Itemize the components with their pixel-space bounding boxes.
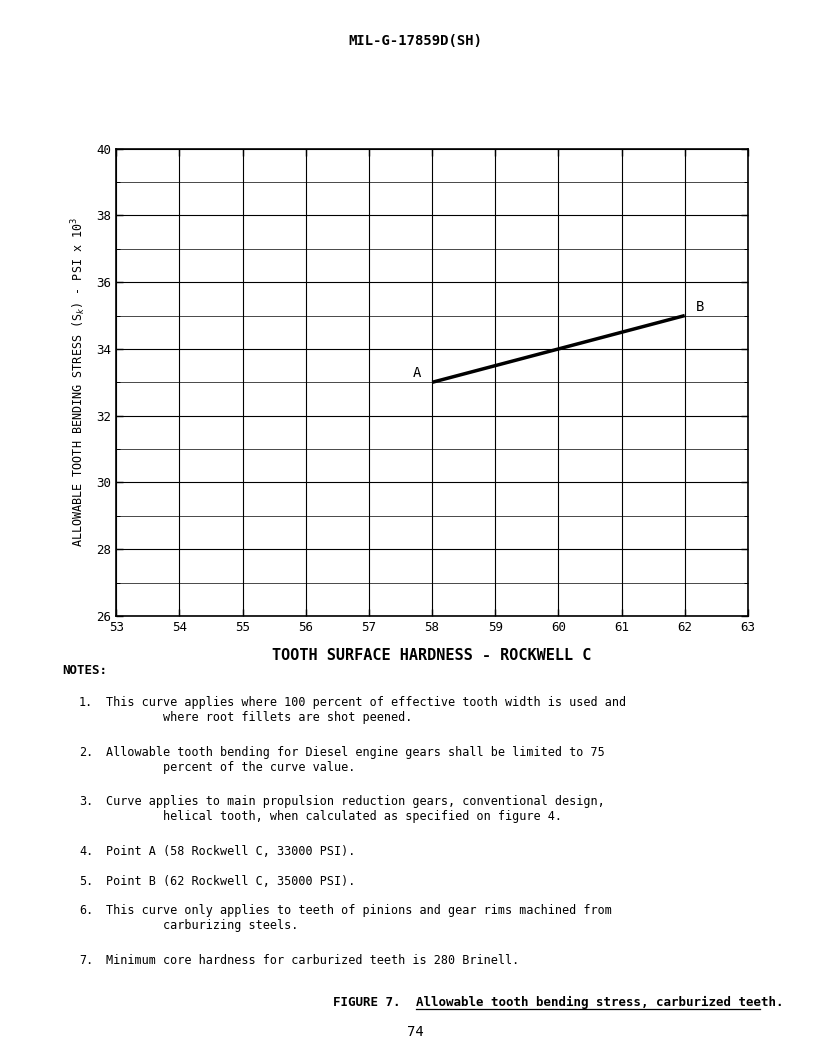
Text: A: A <box>412 365 420 379</box>
Text: This curve applies where 100 percent of effective tooth width is used and
      : This curve applies where 100 percent of … <box>106 696 627 723</box>
Text: B: B <box>696 299 705 314</box>
Text: FIGURE 7.: FIGURE 7. <box>333 996 416 1009</box>
Text: This curve only applies to teeth of pinions and gear rims machined from
        : This curve only applies to teeth of pini… <box>106 904 612 931</box>
Text: Point B (62 Rockwell C, 35000 PSI).: Point B (62 Rockwell C, 35000 PSI). <box>106 875 356 888</box>
Text: 7.: 7. <box>79 954 93 966</box>
Text: Allowable tooth bending stress, carburized teeth.: Allowable tooth bending stress, carburiz… <box>416 996 783 1009</box>
Text: 74: 74 <box>407 1025 424 1039</box>
Text: 4.: 4. <box>79 845 93 858</box>
X-axis label: TOOTH SURFACE HARDNESS - ROCKWELL C: TOOTH SURFACE HARDNESS - ROCKWELL C <box>273 648 592 663</box>
Text: 3.: 3. <box>79 795 93 808</box>
Text: Minimum core hardness for carburized teeth is 280 Brinell.: Minimum core hardness for carburized tee… <box>106 954 519 966</box>
Y-axis label: ALLOWABLE TOOTH BENDING STRESS (S$_k$) - PSI x 10$^3$: ALLOWABLE TOOTH BENDING STRESS (S$_k$) -… <box>70 218 88 547</box>
Text: Allowable tooth bending for Diesel engine gears shall be limited to 75
        p: Allowable tooth bending for Diesel engin… <box>106 746 605 773</box>
Text: 5.: 5. <box>79 875 93 888</box>
Text: Curve applies to main propulsion reduction gears, conventional design,
        h: Curve applies to main propulsion reducti… <box>106 795 605 823</box>
Text: 1.: 1. <box>79 696 93 708</box>
Text: 2.: 2. <box>79 746 93 758</box>
Text: NOTES:: NOTES: <box>62 664 107 676</box>
Text: MIL-G-17859D(SH): MIL-G-17859D(SH) <box>348 34 483 48</box>
Text: 6.: 6. <box>79 904 93 917</box>
Text: Point A (58 Rockwell C, 33000 PSI).: Point A (58 Rockwell C, 33000 PSI). <box>106 845 356 858</box>
